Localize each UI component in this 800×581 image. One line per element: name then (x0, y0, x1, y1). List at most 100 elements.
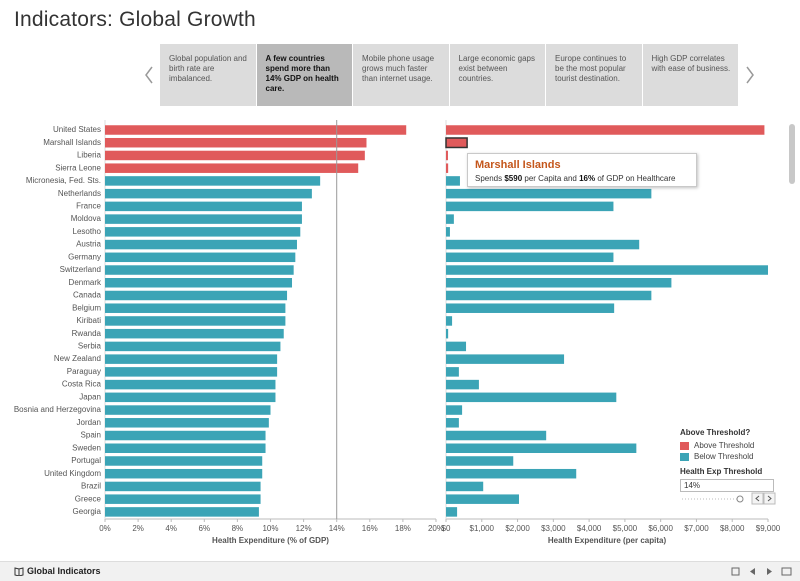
bar[interactable] (105, 354, 278, 364)
x-tick-label: $6,000 (648, 524, 673, 533)
threshold-slider[interactable] (680, 492, 780, 506)
tooltip-part: 16% (579, 174, 596, 183)
bar[interactable] (105, 430, 266, 441)
bar[interactable] (446, 405, 463, 415)
bar[interactable] (105, 443, 266, 454)
story-point[interactable]: Global population and birth rate are imb… (160, 44, 257, 106)
category-label: Micronesia, Fed. Sts. (26, 176, 101, 185)
tooltip-part: $590 (504, 174, 523, 183)
bar[interactable] (105, 341, 281, 352)
bar[interactable] (105, 316, 286, 326)
decrement-button[interactable] (751, 492, 764, 505)
bar[interactable] (105, 468, 263, 479)
bar[interactable] (446, 507, 458, 517)
category-label: Sweden (72, 443, 101, 452)
bar[interactable] (446, 379, 479, 390)
bar[interactable] (446, 468, 577, 479)
bar[interactable] (446, 367, 459, 377)
bar[interactable] (446, 227, 450, 237)
slider-thumb[interactable] (736, 495, 744, 503)
bar[interactable] (446, 481, 484, 492)
bar[interactable] (105, 125, 407, 135)
bar[interactable] (105, 328, 284, 339)
bar[interactable] (105, 201, 302, 212)
increment-button[interactable] (763, 492, 776, 505)
bar[interactable] (446, 163, 449, 173)
bar[interactable] (105, 456, 263, 466)
x-tick-label: 12% (296, 524, 312, 533)
next-arrow[interactable] (746, 66, 754, 84)
scrollbar[interactable] (789, 124, 795, 184)
story-point[interactable]: High GDP correlates with ease of busines… (642, 44, 739, 106)
bar[interactable] (446, 443, 637, 454)
bar[interactable] (446, 150, 448, 161)
x-tick-label: $5,000 (613, 524, 638, 533)
bar[interactable] (105, 137, 367, 148)
bar[interactable] (105, 303, 286, 313)
story-point[interactable]: Large economic gaps exist between countr… (449, 44, 546, 106)
bar[interactable] (105, 150, 365, 161)
bar[interactable] (446, 354, 565, 364)
bar[interactable] (445, 137, 468, 149)
threshold-input[interactable]: 14% (680, 479, 774, 492)
bar[interactable] (105, 214, 302, 224)
x-tick-label: $1,000 (470, 524, 495, 533)
bar[interactable] (105, 163, 359, 173)
bar[interactable] (105, 494, 261, 504)
bar[interactable] (446, 125, 765, 135)
bar[interactable] (105, 176, 321, 186)
bar[interactable] (105, 188, 312, 199)
legend-item[interactable]: Below Threshold (680, 451, 780, 462)
bar[interactable] (105, 290, 288, 301)
story-point[interactable]: Europe continues to be the most popular … (546, 44, 643, 106)
bar[interactable] (446, 328, 449, 339)
bar[interactable] (446, 214, 454, 224)
bar[interactable] (446, 265, 768, 275)
x-tick-label: 16% (362, 524, 378, 533)
bar[interactable] (446, 430, 547, 441)
bar[interactable] (446, 341, 467, 352)
footer-title: Global Indicators (27, 566, 101, 576)
bar[interactable] (105, 392, 276, 403)
bar[interactable] (446, 290, 652, 301)
bar[interactable] (105, 367, 278, 377)
bar[interactable] (105, 405, 271, 415)
bar[interactable] (446, 316, 453, 326)
legend-item[interactable]: Above Threshold (680, 440, 780, 451)
bar[interactable] (446, 494, 519, 504)
bar[interactable] (105, 481, 261, 492)
x-tick-label: $9,000 (756, 524, 781, 533)
category-label: Portugal (71, 456, 101, 465)
bar[interactable] (105, 278, 293, 288)
story-point[interactable]: Mobile phone usage grows much faster tha… (353, 44, 450, 106)
bar[interactable] (105, 227, 301, 237)
bar[interactable] (105, 418, 269, 428)
bar[interactable] (105, 507, 259, 517)
fullscreen-button[interactable] (781, 567, 792, 576)
x-tick-label: $4,000 (577, 524, 602, 533)
bar[interactable] (446, 201, 614, 212)
bar[interactable] (446, 303, 615, 313)
bar[interactable] (446, 239, 640, 250)
bar[interactable] (105, 239, 297, 250)
bar[interactable] (446, 456, 514, 466)
bar[interactable] (105, 252, 296, 263)
category-label: Canada (73, 291, 102, 300)
bar[interactable] (446, 278, 672, 288)
story-point[interactable]: A few countries spend more than 14% GDP … (256, 44, 353, 106)
bar[interactable] (446, 176, 460, 186)
bar[interactable] (105, 379, 276, 390)
back-button[interactable] (750, 568, 755, 575)
tooltip-part: of GDP on Healthcare (595, 174, 676, 183)
bar[interactable] (105, 265, 294, 275)
prev-arrow[interactable] (145, 66, 153, 84)
category-label: United Kingdom (44, 469, 101, 478)
bar[interactable] (446, 188, 652, 199)
x-tick-label: $0 (442, 524, 451, 533)
bar[interactable] (446, 392, 617, 403)
bar[interactable] (446, 418, 459, 428)
increment-icon (767, 495, 772, 502)
bar[interactable] (446, 252, 614, 263)
view-button[interactable] (731, 567, 740, 576)
forward-button[interactable] (767, 568, 772, 575)
